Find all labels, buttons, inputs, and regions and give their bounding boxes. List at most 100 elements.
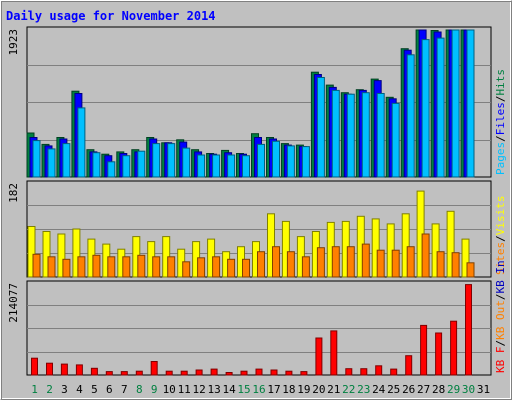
panel-axis-label: Sites/Visits (494, 196, 507, 276)
day-label: 3 (61, 383, 68, 396)
bar-pages (301, 146, 310, 178)
bar-visits (42, 231, 51, 278)
bar-kb-f (360, 368, 368, 376)
bar-kb-f (390, 368, 398, 376)
axis-label-part: / (494, 340, 507, 347)
day-label: 7 (121, 383, 128, 396)
day-label: 25 (387, 383, 400, 396)
bar-visits (57, 233, 66, 278)
bar-pages (122, 155, 131, 178)
day-label: 18 (282, 383, 295, 396)
day-label: 27 (417, 383, 430, 396)
bar-pages (272, 140, 280, 178)
bar-kb-f (225, 372, 233, 376)
panel-max-label: 214077 (7, 283, 20, 323)
bar-pages (242, 155, 250, 178)
bar-pages (92, 152, 101, 178)
bar-kb-f (105, 371, 113, 376)
bar-sites (331, 246, 340, 278)
day-label: 16 (252, 383, 265, 396)
bar-kb-f (420, 324, 428, 376)
bar-visits (401, 213, 410, 278)
bar-pages (107, 161, 116, 178)
bar-visits (431, 223, 440, 278)
bar-kb-f (75, 364, 83, 376)
day-label: 1 (31, 383, 38, 396)
bar-kb-f (135, 370, 143, 376)
bar-pages (32, 140, 41, 178)
bar-pages (346, 93, 355, 178)
bar-sites (32, 253, 41, 278)
day-label: 14 (222, 383, 236, 396)
bar-sites (152, 256, 161, 278)
bar-pages (331, 89, 340, 178)
bar-pages (421, 39, 430, 178)
bar-kb-f (165, 370, 173, 376)
bar-sites (286, 251, 295, 278)
bar-sites (137, 254, 146, 278)
bar-kb-f (315, 337, 323, 376)
bar-sites (316, 247, 325, 278)
bar-kb-f (90, 367, 98, 376)
bar-sites (197, 257, 206, 278)
chart-title: Daily usage for November 2014 (6, 9, 216, 23)
bar-pages (316, 77, 325, 178)
bar-sites (92, 254, 101, 278)
bar-kb-f (195, 369, 203, 376)
bar-sites (421, 233, 430, 278)
day-label: 10 (163, 383, 176, 396)
bar-pages (466, 29, 475, 178)
axis-label-part: KB In (494, 260, 507, 293)
bar-kb-f (450, 320, 458, 376)
bar-pages (436, 37, 445, 178)
day-label: 4 (76, 383, 83, 396)
bar-pages (451, 29, 460, 178)
bar-visits (27, 226, 36, 278)
bar-kb-f (345, 368, 353, 376)
day-label: 11 (178, 383, 191, 396)
bar-pages (62, 143, 71, 178)
bar-sites (47, 256, 56, 278)
bar-sites (376, 249, 385, 278)
panel-max-label: 182 (7, 183, 20, 203)
bar-sites (436, 251, 445, 278)
bar-pages (257, 143, 265, 178)
bar-kb-f (285, 370, 293, 376)
day-label: 31 (477, 383, 490, 396)
bar-visits (461, 238, 470, 278)
day-label: 13 (207, 383, 220, 396)
axis-label-part: / (494, 294, 507, 301)
bar-pages (361, 92, 370, 178)
day-label: 15 (237, 383, 250, 396)
bar-sites (361, 243, 370, 278)
bar-sites (346, 246, 355, 278)
bar-sites (212, 256, 221, 278)
bar-kb-f (465, 284, 472, 376)
axis-label-part: Files (494, 102, 507, 135)
bar-kb-f (180, 370, 188, 376)
day-label: 23 (357, 383, 370, 396)
bar-sites (391, 249, 400, 278)
axis-label-part: Pages (494, 142, 507, 175)
day-label: 29 (447, 383, 460, 396)
bar-pages (47, 148, 56, 178)
bar-sites (301, 256, 310, 278)
bar-pages (77, 107, 86, 178)
axis-label-part: / (494, 135, 507, 142)
day-label: 26 (402, 383, 415, 396)
bar-kb-f (270, 369, 278, 376)
day-label: 8 (136, 383, 143, 396)
day-label: 17 (267, 383, 280, 396)
bar-pages (286, 145, 295, 178)
bar-kb-f (255, 368, 263, 376)
day-axis-labels: 1 2 3 4 5 6 7 8 9 10 11 12 13 14 15 16 17 18 19 20 21 22 23 24 2… (31, 383, 490, 396)
bar-sites (451, 252, 460, 278)
bar-kb-f (46, 362, 53, 376)
bar-pages (137, 150, 146, 178)
axis-label-part: / (494, 96, 507, 103)
bar-pages (406, 54, 415, 178)
